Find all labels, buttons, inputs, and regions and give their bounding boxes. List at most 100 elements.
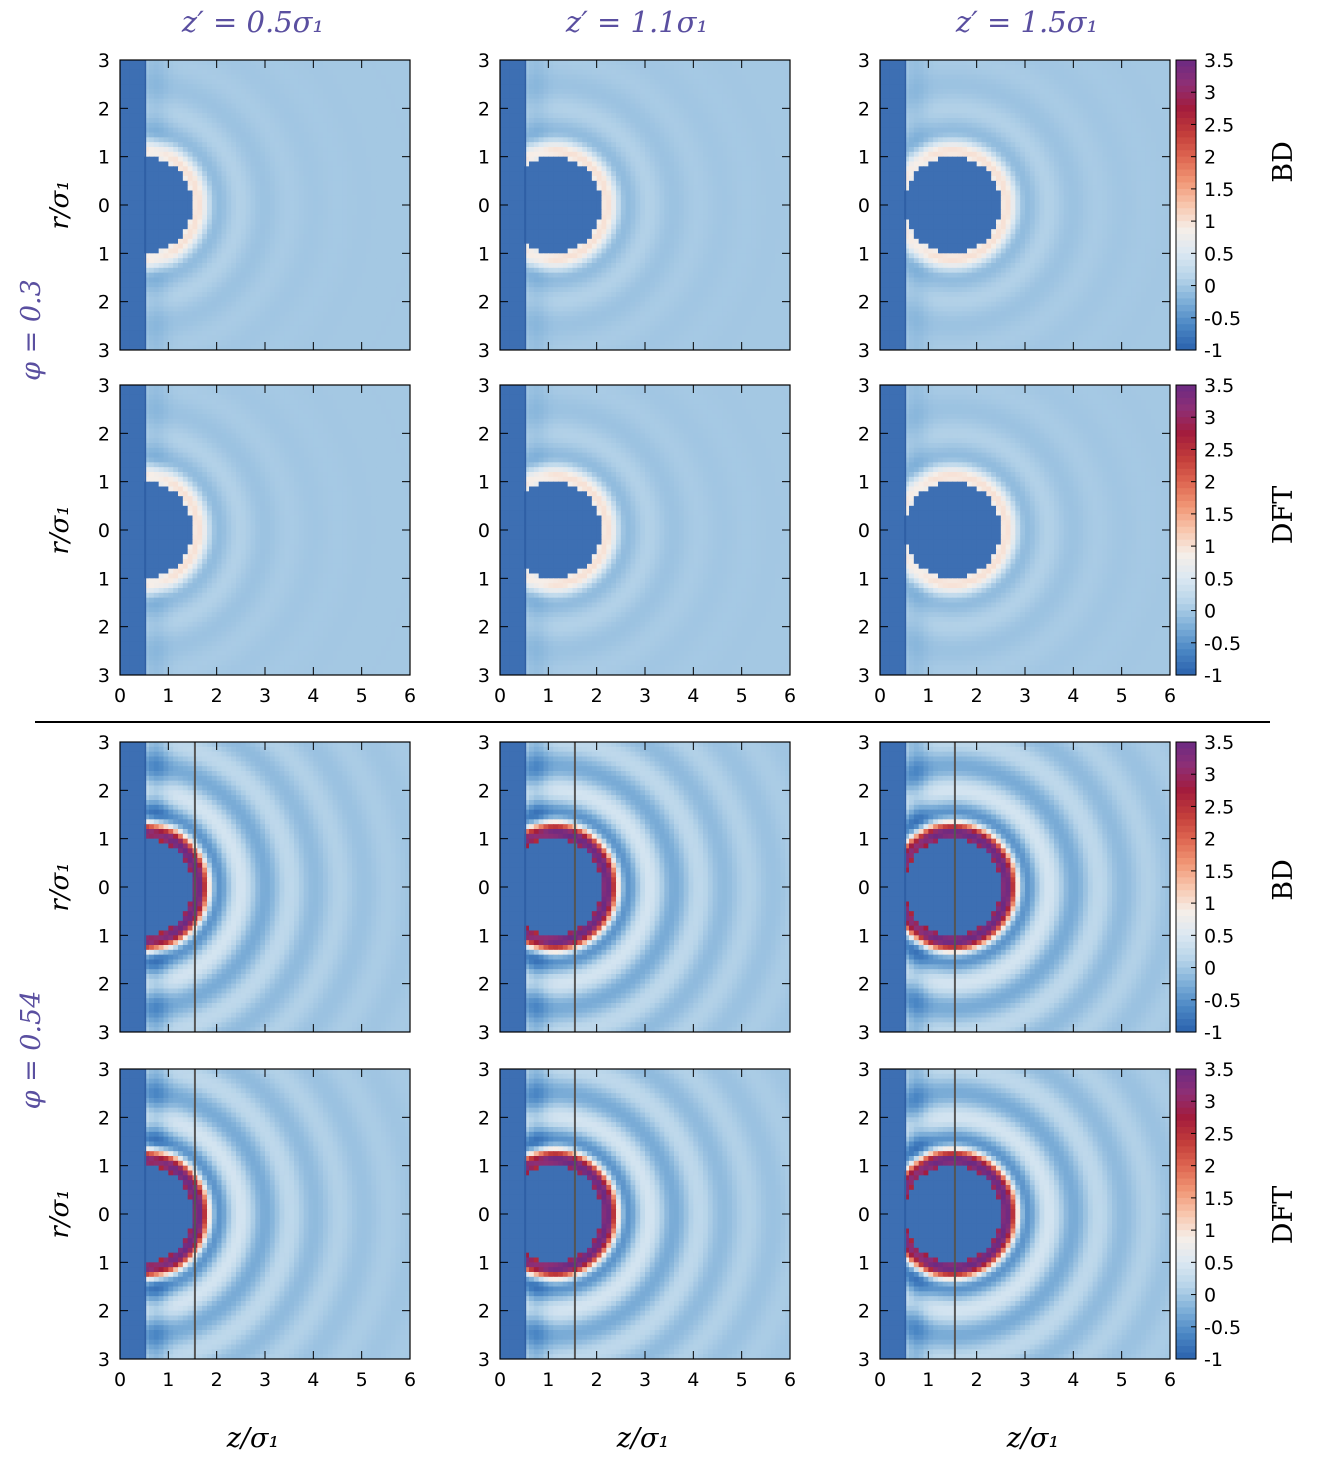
heatmap-cell (313, 345, 319, 350)
heatmap-cell (192, 248, 198, 254)
heatmap-cell (533, 156, 540, 163)
heatmap-cell (395, 147, 401, 153)
heatmap-cell (149, 127, 155, 134)
heatmap-cell (390, 340, 397, 346)
heatmap-cell (202, 277, 208, 283)
y-tick-label: 3 (98, 50, 110, 72)
heatmap-cell (158, 292, 165, 298)
heatmap-cell (236, 151, 242, 158)
heatmap-cell (255, 185, 261, 192)
heatmap-cell (504, 147, 511, 153)
heatmap-cell (221, 113, 227, 119)
heatmap-cell (678, 142, 685, 148)
heatmap-cell (134, 272, 140, 279)
heatmap-cell (376, 200, 382, 206)
heatmap-cell (265, 137, 271, 143)
heatmap-cell (756, 113, 762, 119)
heatmap-cell (207, 151, 213, 158)
heatmap-cell (332, 156, 339, 163)
heatmap-cell (245, 98, 252, 105)
heatmap-cell (250, 219, 256, 225)
heatmap-cell (381, 195, 387, 201)
heatmap-cell (144, 209, 150, 216)
heatmap-cell (405, 195, 410, 201)
heatmap-cell (236, 103, 242, 109)
heatmap-cell (182, 156, 189, 163)
heatmap-cell (294, 301, 300, 308)
heatmap-cell (630, 161, 636, 167)
heatmap-cell (260, 306, 266, 312)
heatmap-cell (645, 161, 651, 167)
heatmap-cell (149, 64, 155, 71)
heatmap-cell (524, 147, 530, 153)
heatmap-cell (390, 258, 397, 264)
heatmap-cell (376, 248, 382, 254)
heatmap-cell (572, 74, 578, 80)
heatmap-cell (144, 176, 150, 182)
heatmap-cell (649, 64, 656, 71)
heatmap-cell (192, 147, 198, 153)
heatmap-cell (400, 190, 406, 196)
heatmap-cell (308, 253, 314, 259)
heatmap-cell (211, 272, 218, 279)
heatmap-cell (318, 330, 324, 337)
heatmap-cell (352, 151, 358, 158)
heatmap-cell (207, 60, 213, 66)
heatmap-cell (313, 263, 319, 269)
heatmap-cell (149, 287, 155, 293)
heatmap-cell (572, 166, 578, 172)
heatmap-cell (327, 185, 334, 192)
heatmap-cell (231, 292, 237, 298)
heatmap-cell (366, 93, 372, 100)
heatmap-cell (236, 311, 242, 317)
heatmap-cell (356, 248, 363, 254)
heatmap-cell (202, 205, 208, 211)
heatmap-cell (303, 185, 310, 192)
heatmap-cell (197, 253, 203, 259)
heatmap-cell (139, 267, 145, 274)
heatmap-cell (298, 200, 305, 206)
heatmap-cell (255, 316, 261, 322)
heatmap-cell (630, 113, 636, 119)
heatmap-cell (250, 108, 256, 114)
heatmap-cell (332, 325, 339, 332)
heatmap-cell (303, 253, 310, 259)
heatmap-cell (216, 243, 223, 250)
heatmap-cell (332, 98, 339, 105)
heatmap-cell (139, 340, 145, 346)
heatmap-cell (139, 113, 145, 119)
heatmap-cell (645, 89, 651, 95)
heatmap-cell (514, 69, 520, 76)
heatmap-cell (168, 79, 174, 85)
heatmap-cell (385, 267, 392, 274)
heatmap-cell (211, 151, 218, 158)
heatmap-cell (216, 248, 223, 254)
heatmap-cell (153, 84, 160, 90)
heatmap-cell (250, 311, 256, 317)
heatmap-cell (173, 200, 179, 206)
heatmap-cell (255, 258, 261, 264)
heatmap-cell (178, 98, 184, 105)
heatmap-cell (548, 137, 554, 143)
heatmap-cell (129, 340, 136, 346)
heatmap-cell (178, 234, 184, 240)
heatmap-cell (722, 132, 728, 138)
heatmap-cell (390, 209, 397, 216)
heatmap-cell (269, 267, 276, 274)
heatmap-cell (124, 98, 131, 105)
heatmap-cell (182, 209, 189, 216)
heatmap-cell (356, 151, 363, 158)
heatmap-cell (371, 306, 377, 312)
heatmap-cell (313, 98, 319, 105)
heatmap-cell (785, 156, 790, 163)
heatmap-cell (649, 127, 656, 134)
heatmap-cell (683, 147, 690, 153)
heatmap-cell (504, 89, 511, 95)
heatmap-cell (149, 151, 155, 158)
heatmap-cell (659, 113, 665, 119)
heatmap-cell (245, 234, 252, 240)
heatmap-cell (139, 93, 145, 100)
heatmap-cell (669, 118, 675, 124)
heatmap-cell (182, 243, 189, 250)
heatmap-cell (504, 151, 511, 158)
